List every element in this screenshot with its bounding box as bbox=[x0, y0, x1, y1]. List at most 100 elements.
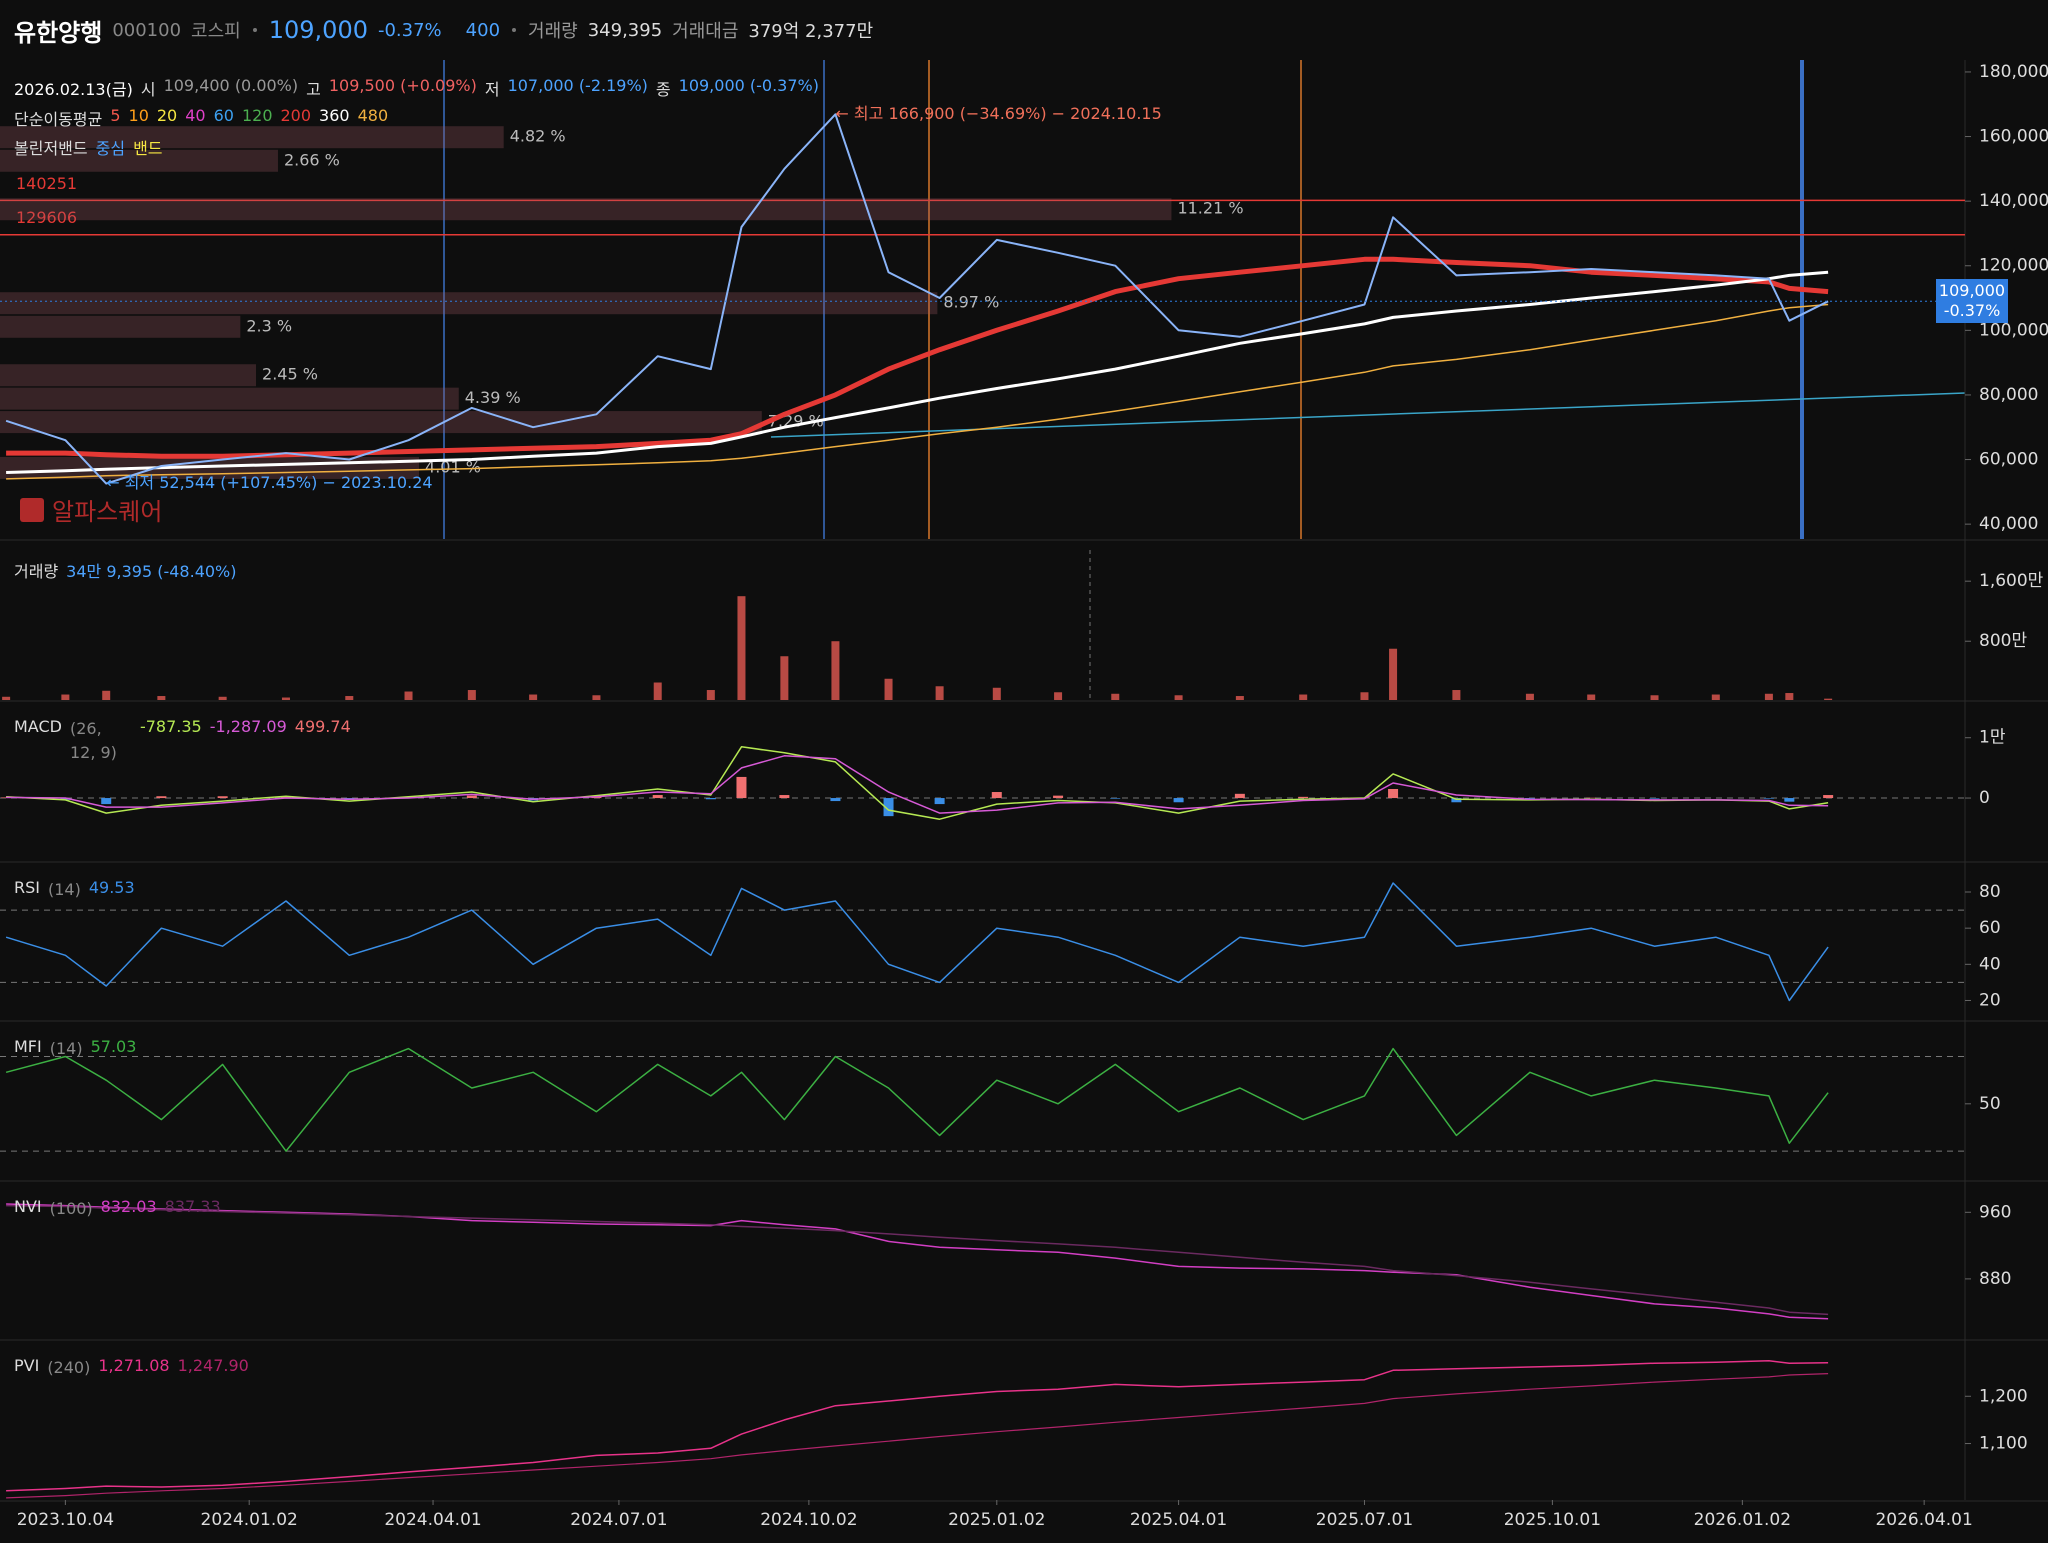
histogram-bar bbox=[1524, 798, 1535, 799]
histogram-bar bbox=[1053, 795, 1064, 799]
volume-bar bbox=[706, 690, 715, 700]
x-tick-label: 2024.07.01 bbox=[570, 1510, 667, 1530]
volume-bar bbox=[1785, 693, 1794, 700]
volume-bar bbox=[2, 696, 11, 700]
y-tick-label: 120,000 bbox=[1979, 256, 2048, 276]
volume-bar bbox=[1360, 692, 1369, 700]
y-tick-label: 0 bbox=[1979, 788, 1990, 808]
histogram-bar bbox=[934, 798, 945, 805]
volume-bar bbox=[831, 641, 840, 700]
y-tick-label: 40 bbox=[1979, 954, 2001, 974]
x-tick-label: 2026.04.01 bbox=[1875, 1510, 1972, 1530]
series-line bbox=[6, 303, 1829, 480]
histogram-bar bbox=[217, 796, 228, 799]
histogram-bar bbox=[883, 798, 894, 817]
volume-bar bbox=[218, 696, 227, 700]
histogram-bar bbox=[1110, 798, 1121, 799]
change-amount: 400 bbox=[465, 19, 501, 41]
x-tick-label: 2024.10.02 bbox=[760, 1510, 857, 1530]
volume-bar bbox=[102, 690, 111, 700]
volume-profile-label: 2.3 % bbox=[246, 316, 292, 335]
volume-bar bbox=[61, 694, 70, 700]
market: 코스피 bbox=[191, 21, 241, 42]
price-level-label: 129606 bbox=[16, 208, 77, 227]
volume-profile-bar bbox=[0, 387, 459, 410]
series-line bbox=[6, 746, 1829, 820]
y-tick-label: 1,100 bbox=[1979, 1434, 2028, 1454]
y-tick-label: 80 bbox=[1979, 882, 2001, 902]
volume-bar bbox=[1174, 695, 1183, 700]
volume-profile-bar bbox=[0, 149, 278, 172]
histogram-bar bbox=[280, 796, 291, 799]
y-tick-label: 1,200 bbox=[1979, 1386, 2028, 1406]
volume-bar bbox=[884, 678, 893, 700]
annotation: ← 최고 166,900 (−34.69%) − 2024.10.15 bbox=[835, 104, 1161, 123]
volume-bar bbox=[1824, 698, 1833, 700]
x-tick-label: 2023.10.04 bbox=[17, 1510, 114, 1530]
histogram-bar bbox=[1451, 798, 1462, 803]
volume: 349,395 bbox=[587, 19, 663, 41]
histogram-bar bbox=[60, 798, 71, 800]
price-line bbox=[5, 113, 1829, 485]
separator bbox=[512, 28, 517, 32]
volume-profile-label: 11.21 % bbox=[1177, 199, 1243, 218]
x-tick-label: 2025.01.02 bbox=[948, 1510, 1045, 1530]
y-tick-label: 1,600만 bbox=[1979, 571, 2044, 591]
y-tick-label: 60,000 bbox=[1979, 450, 2038, 470]
separator bbox=[252, 28, 257, 32]
change: -0.37% bbox=[377, 19, 442, 41]
histogram-bar bbox=[1784, 798, 1795, 802]
x-tick-label: 2026.01.02 bbox=[1694, 1510, 1791, 1530]
stock-code: 000100 bbox=[112, 19, 182, 41]
volume-profile-label: 4.01 % bbox=[425, 457, 481, 476]
volume-bar bbox=[935, 686, 944, 700]
y-tick-label: 140,000 bbox=[1979, 191, 2048, 211]
histogram-bar bbox=[736, 776, 747, 799]
histogram-bar bbox=[1173, 798, 1184, 803]
histogram-bar bbox=[1763, 798, 1774, 799]
volume-bar bbox=[1764, 693, 1773, 700]
volume-bar bbox=[780, 656, 789, 700]
price-level-label: 140251 bbox=[16, 174, 77, 193]
volume-profile-bar bbox=[0, 411, 762, 434]
volume-profile-label: 4.39 % bbox=[465, 388, 521, 407]
stock-name: 유한양행 bbox=[14, 18, 103, 47]
x-tick-label: 2025.04.01 bbox=[1130, 1510, 1227, 1530]
volume-profile-bar bbox=[0, 198, 1172, 221]
histogram-bar bbox=[830, 798, 841, 802]
histogram-bar bbox=[466, 795, 477, 799]
histogram-bar bbox=[652, 795, 663, 799]
x-tick-label: 2025.07.01 bbox=[1316, 1510, 1413, 1530]
x-tick-label: 2024.04.01 bbox=[384, 1510, 481, 1530]
trend-line bbox=[770, 392, 1966, 438]
volume-bar bbox=[1650, 695, 1659, 700]
annotation: ← 최저 52,544 (+107.45%) − 2023.10.24 bbox=[106, 473, 432, 492]
histogram-bar bbox=[779, 795, 790, 799]
y-tick-label: 80,000 bbox=[1979, 385, 2038, 405]
y-tick-label: 50 bbox=[1979, 1094, 2001, 1114]
series-line bbox=[6, 1360, 1829, 1492]
series-line bbox=[5, 1047, 1829, 1152]
histogram-bar bbox=[1823, 795, 1834, 799]
histogram-bar bbox=[1234, 793, 1245, 799]
volume-bar bbox=[467, 690, 476, 700]
volume-profile-bar bbox=[0, 315, 241, 338]
volume-bar bbox=[592, 695, 601, 700]
series-line bbox=[5, 882, 1829, 1002]
y-tick-label: 1만 bbox=[1979, 728, 2006, 748]
volume-bar bbox=[1711, 694, 1720, 700]
volume-bar bbox=[1235, 696, 1244, 700]
series-line bbox=[6, 1373, 1829, 1499]
price: 109,000 bbox=[268, 16, 368, 44]
volume-profile-label: 2.45 % bbox=[262, 365, 318, 384]
volume-label: 거래량 bbox=[528, 21, 578, 42]
series-line bbox=[6, 256, 1829, 459]
histogram-bar bbox=[1388, 788, 1399, 799]
volume-bar bbox=[1452, 690, 1461, 700]
histogram-bar bbox=[705, 798, 716, 800]
amount: 379억 2,377만 bbox=[748, 21, 874, 42]
histogram-bar bbox=[156, 796, 167, 799]
y-tick-label: 20 bbox=[1979, 990, 2001, 1010]
